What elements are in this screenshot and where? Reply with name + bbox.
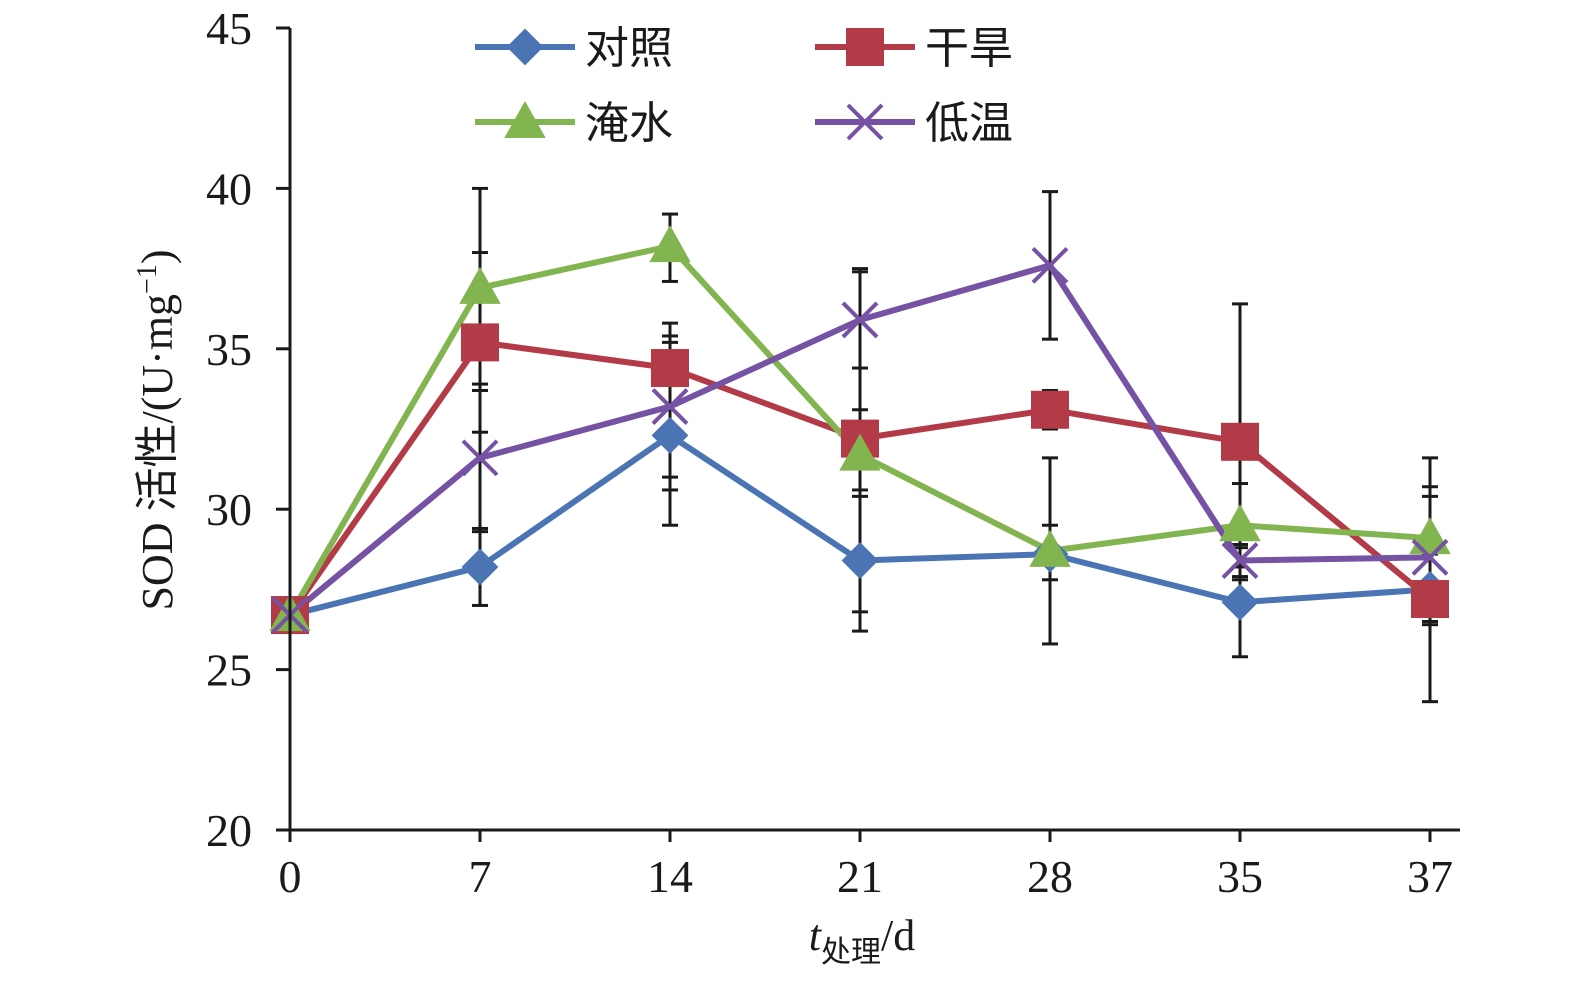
x-tick-label: 7 <box>469 851 492 902</box>
y-tick-label: 35 <box>206 324 252 375</box>
data-point-干旱 <box>1221 422 1259 461</box>
y-axis-label: SOD 活性/(U·mg−1) <box>132 249 182 610</box>
data-point-淹水 <box>649 225 691 263</box>
legend-label: 对照 <box>585 23 673 74</box>
legend-item-低温: 低温 <box>815 98 1013 149</box>
data-point-干旱 <box>651 349 689 388</box>
data-point-淹水 <box>1409 517 1451 555</box>
data-point-干旱 <box>1411 580 1449 619</box>
y-tick-label: 20 <box>206 805 252 856</box>
y-tick-label: 40 <box>206 163 252 214</box>
legend-item-对照: 对照 <box>475 23 673 74</box>
data-point-淹水 <box>459 266 501 304</box>
x-tick-label: 14 <box>647 851 693 902</box>
x-tick-label: 37 <box>1407 851 1453 902</box>
legend-label: 干旱 <box>925 23 1013 74</box>
error-bars <box>472 186 1438 704</box>
legend-item-淹水: 淹水 <box>475 98 673 149</box>
series-markers <box>269 225 1451 635</box>
data-point-淹水 <box>1219 504 1261 542</box>
y-tick-label: 25 <box>206 645 252 696</box>
data-point-低温 <box>1221 542 1259 579</box>
data-point-对照 <box>651 417 689 454</box>
x-marker-stroke <box>1031 246 1069 284</box>
legend-swatch-marker <box>506 28 544 66</box>
legend-swatch-marker <box>846 28 884 66</box>
y-tick-label: 45 <box>206 3 252 54</box>
x-marker-stroke <box>846 103 884 141</box>
x-tick-label: 0 <box>279 851 302 902</box>
y-tick-label: 30 <box>206 484 252 535</box>
data-point-干旱 <box>1031 390 1069 429</box>
legend-swatch-marker <box>846 103 884 141</box>
data-point-淹水 <box>1029 529 1071 567</box>
legend-label: 低温 <box>925 98 1013 149</box>
data-point-低温 <box>651 388 689 425</box>
x-tick-label: 35 <box>1217 851 1263 902</box>
x-marker-stroke <box>461 439 499 477</box>
data-point-低温 <box>1031 246 1069 284</box>
x-marker-stroke <box>651 388 689 425</box>
legend-label: 淹水 <box>585 98 673 149</box>
data-point-淹水 <box>839 433 881 471</box>
data-point-干旱 <box>461 323 499 362</box>
x-tick-label: 28 <box>1027 851 1073 902</box>
legend-item-干旱: 干旱 <box>815 23 1013 74</box>
x-marker-stroke <box>1221 542 1259 579</box>
data-point-低温 <box>461 439 499 477</box>
x-tick-label: 21 <box>837 851 883 902</box>
data-point-对照 <box>1221 583 1259 621</box>
axes: 20 25 30 35 40 45 0 7 14 21 28 35 37 <box>206 3 1460 902</box>
data-point-低温 <box>1411 538 1449 576</box>
data-point-对照 <box>461 548 499 586</box>
data-point-对照 <box>841 542 879 579</box>
x-axis-label: t处理/d <box>809 911 915 970</box>
data-point-低温 <box>841 301 879 339</box>
x-marker-stroke <box>1411 538 1449 576</box>
legend-swatch-marker <box>504 100 546 138</box>
x-marker-stroke <box>841 301 879 339</box>
